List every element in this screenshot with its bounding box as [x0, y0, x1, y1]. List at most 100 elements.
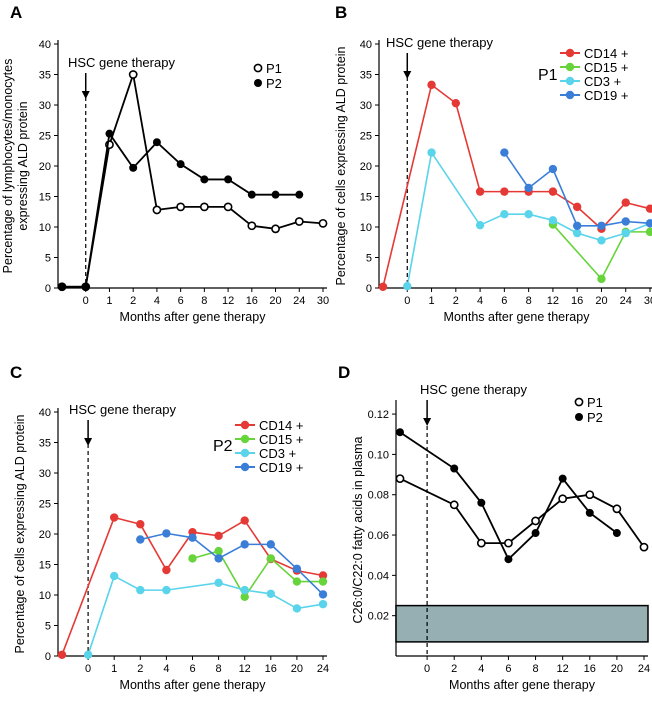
data-point: [524, 183, 533, 193]
data-point: [136, 535, 145, 544]
x-tick-label: 24: [620, 295, 632, 307]
data-point: [292, 564, 302, 573]
data-point: [214, 531, 223, 541]
legend-marker: [240, 420, 250, 430]
data-point: [612, 529, 621, 538]
data-point: [403, 281, 412, 291]
data-point: [105, 129, 114, 138]
data-point: [136, 585, 145, 595]
panel-letter: C: [10, 363, 22, 382]
data-point: [524, 209, 533, 219]
data-point: [318, 599, 328, 609]
series-cd3: [83, 571, 328, 659]
y-tick-label: 40: [39, 39, 51, 51]
annotation-arrow-head: [403, 71, 412, 79]
data-point: [266, 540, 275, 549]
annotation-arrow-head: [81, 91, 90, 99]
legend-label: P2: [266, 76, 282, 91]
series-line: [552, 224, 650, 281]
panel-d: D0.020.040.060.080.100.120 2 4 6 8 12 16 20 24Mo…: [338, 363, 650, 692]
data-point: [271, 224, 280, 234]
x-tick-label: 24: [638, 663, 650, 675]
data-point: [128, 70, 138, 79]
data-point: [621, 228, 630, 238]
data-point: [597, 221, 606, 230]
data-point: [57, 650, 67, 659]
legend-marker: [565, 62, 575, 72]
data-point: [240, 516, 249, 525]
series-cd19: [136, 529, 328, 599]
x-tick-label: 8: [532, 663, 538, 675]
legend-marker: [240, 434, 250, 444]
data-point: [449, 500, 459, 510]
x-tick-label: 24: [293, 295, 305, 307]
data-point: [240, 540, 249, 549]
data-point: [531, 516, 540, 526]
legend: CD14 +CD15 +CD3 +CD19 +: [235, 418, 303, 475]
series-line: [399, 477, 645, 548]
x-tick-label: 2: [451, 663, 457, 675]
y-tick-label: 5: [366, 253, 372, 265]
data-point: [295, 190, 304, 199]
y-axis-label: Percentage of cells expressing ALD prote…: [334, 46, 348, 285]
x-axis-label: Months after gene therapy: [449, 678, 596, 692]
data-point: [152, 138, 161, 147]
x-tick-label: 8: [526, 295, 532, 307]
legend-label: CD19 +: [584, 88, 628, 103]
annotation-label: HSC gene therapy: [69, 402, 176, 417]
data-point: [214, 578, 223, 587]
x-tick-label: 4: [478, 663, 484, 675]
data-point: [451, 98, 461, 108]
x-tick-label: 4: [163, 663, 169, 675]
data-point: [531, 529, 540, 538]
annotation-label: HSC gene therapy: [68, 55, 175, 70]
x-tick-label: 6: [501, 295, 507, 307]
series-cd19: [500, 148, 652, 230]
y-tick-label: 30: [360, 100, 372, 112]
data-point: [572, 228, 582, 238]
data-point: [188, 554, 197, 563]
legend-label: CD19 +: [259, 460, 303, 475]
x-tick-label: 20: [611, 663, 623, 675]
data-point: [645, 219, 652, 228]
data-point: [83, 650, 93, 659]
data-point: [247, 221, 257, 231]
legend-label: CD15 +: [584, 60, 628, 75]
panel-b: B05101520253035400124681216202430Months …: [334, 3, 652, 324]
data-point: [240, 592, 249, 602]
y-tick-label: 0.02: [368, 611, 389, 623]
y-tick-label: 25: [39, 499, 51, 511]
y-tick-label: 15: [39, 192, 51, 204]
y-tick-label: 0: [45, 283, 51, 295]
y-tick-label: 25: [39, 131, 51, 143]
legend-label: CD3 +: [584, 74, 621, 89]
series-line: [192, 550, 323, 599]
data-point: [585, 490, 595, 500]
series-line: [87, 574, 324, 656]
data-point: [136, 520, 145, 529]
data-point: [318, 218, 328, 228]
data-point: [477, 498, 486, 507]
x-tick-label: 8: [216, 663, 222, 675]
data-point: [548, 164, 558, 174]
x-tick-label: 20: [595, 295, 607, 307]
series-line: [61, 516, 324, 656]
x-tick-label: 6: [178, 295, 184, 307]
x-tick-label: 0: [83, 295, 89, 307]
data-point: [597, 274, 606, 284]
data-point: [318, 571, 328, 580]
y-tick-label: 20: [360, 161, 372, 173]
x-tick-label: 20: [291, 663, 303, 675]
data-point: [475, 220, 485, 230]
annotation-label: HSC gene therapy: [420, 382, 527, 397]
y-tick-label: 5: [45, 253, 51, 265]
y-tick-label: 5: [45, 621, 51, 633]
legend-marker: [240, 448, 250, 458]
data-point: [266, 554, 275, 563]
series-p1: [57, 70, 328, 292]
data-point: [612, 504, 622, 514]
x-axis-label: Months after gene therapy: [120, 678, 267, 692]
